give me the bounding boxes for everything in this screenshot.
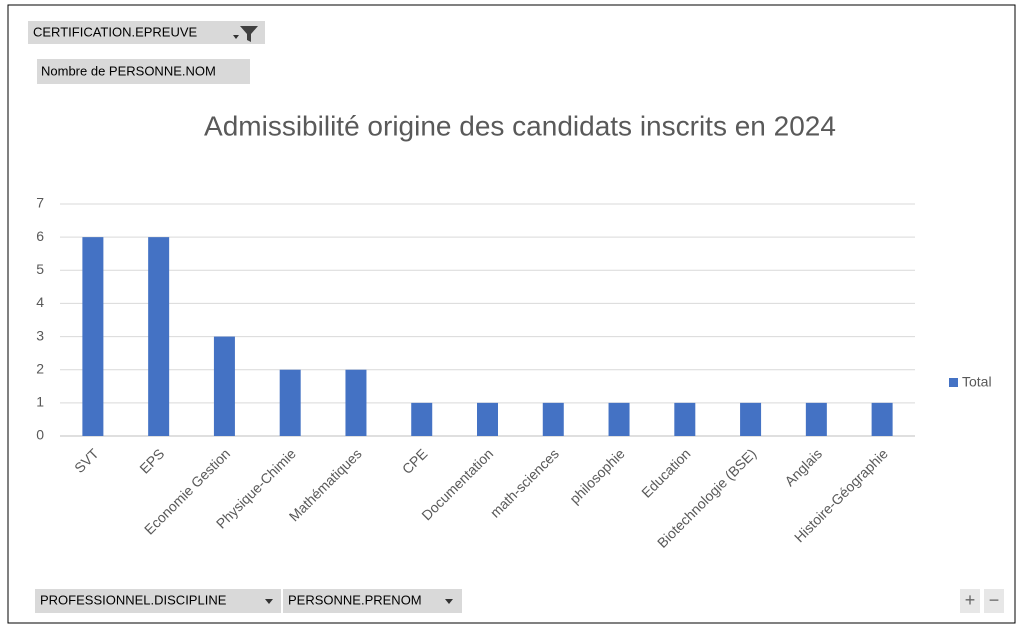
button-bg[interactable] — [37, 59, 250, 84]
bar — [674, 402, 696, 436]
bar — [213, 336, 235, 436]
bar — [82, 237, 104, 436]
y-tick-label: 0 — [36, 427, 44, 443]
chart-frame — [7, 4, 1016, 624]
bar — [608, 402, 630, 436]
button-bg[interactable] — [960, 589, 980, 613]
filter-button[interactable]: CERTIFICATION.EPREUVE — [28, 21, 265, 44]
button-label[interactable]: CERTIFICATION.EPREUVE — [33, 24, 198, 39]
chart-title: Admissibilité origine des candidats insc… — [204, 110, 836, 141]
y-tick-label: 7 — [36, 195, 44, 211]
axis-button[interactable]: PROFESSIONNEL.DISCIPLINE — [35, 589, 281, 613]
bar — [871, 402, 893, 436]
button-label[interactable]: PERSONNE.PRENOM — [288, 592, 422, 607]
y-tick-label: 1 — [36, 394, 44, 410]
zoom-in-button[interactable]: + — [960, 589, 980, 613]
button-label[interactable]: − — [989, 590, 1000, 610]
legend-label: Total — [962, 374, 992, 390]
bar — [740, 402, 762, 436]
y-tick-label: 4 — [36, 294, 44, 310]
bar — [805, 402, 827, 436]
y-tick-label: 6 — [36, 228, 44, 244]
y-tick-label: 2 — [36, 360, 44, 376]
button-label[interactable]: Nombre de PERSONNE.NOM — [41, 63, 216, 78]
button-label[interactable]: + — [965, 590, 976, 610]
bar — [542, 402, 564, 436]
dropdown-arrow[interactable] — [265, 599, 273, 604]
zoom-out-button[interactable]: − — [984, 589, 1004, 613]
button-bg[interactable] — [35, 589, 281, 613]
value-button[interactable]: Nombre de PERSONNE.NOM — [37, 59, 250, 84]
bar — [279, 369, 301, 436]
button-bg[interactable] — [283, 589, 462, 613]
y-tick-label: 3 — [36, 327, 44, 343]
bar — [411, 402, 433, 436]
dropdown-arrow[interactable] — [445, 599, 453, 604]
button-bg[interactable] — [28, 21, 265, 44]
y-tick-label: 5 — [36, 261, 44, 277]
bar — [148, 237, 170, 436]
dropdown-arrow[interactable] — [233, 35, 239, 39]
button-label[interactable]: PROFESSIONNEL.DISCIPLINE — [40, 592, 227, 607]
legend-swatch — [949, 378, 958, 387]
axis-button[interactable]: PERSONNE.PRENOM — [283, 589, 462, 613]
bar — [477, 402, 498, 436]
bar — [345, 369, 367, 436]
button-bg[interactable] — [984, 589, 1004, 613]
filter-icon[interactable] — [240, 26, 258, 42]
